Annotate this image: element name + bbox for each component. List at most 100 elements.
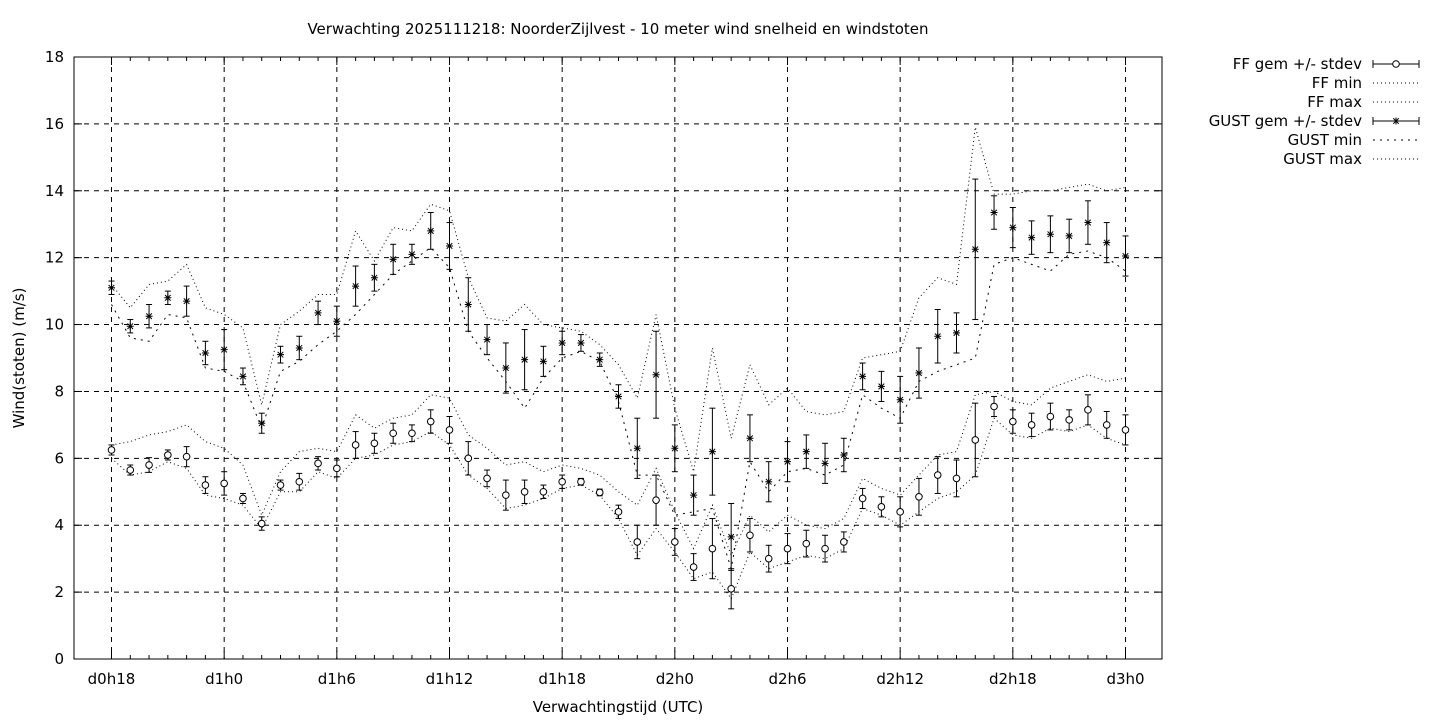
data-point	[464, 454, 473, 463]
plot-frame	[73, 56, 1163, 660]
data-point	[802, 539, 811, 548]
data-point	[145, 461, 153, 469]
data-point	[671, 444, 679, 452]
y-tick-label: 0	[54, 650, 64, 668]
data-point	[108, 284, 115, 292]
data-point	[577, 477, 585, 486]
data-point	[1102, 421, 1111, 429]
data-point	[558, 477, 566, 486]
data-point	[1027, 421, 1036, 429]
data-point	[521, 356, 529, 364]
data-point	[558, 339, 566, 347]
data-point	[276, 481, 285, 489]
legend-entry: FF gem +/- stdev	[1233, 55, 1420, 73]
data-point	[783, 544, 792, 553]
data-point	[239, 372, 247, 380]
data-point	[633, 444, 641, 452]
data-point	[426, 417, 435, 426]
x-tick-label: d1h12	[426, 670, 474, 688]
data-point	[164, 294, 172, 302]
data-point	[896, 508, 904, 516]
data-point	[746, 531, 754, 540]
data-point	[708, 448, 716, 456]
x-tick-label: d2h18	[989, 670, 1037, 688]
legend-label: GUST max	[1283, 150, 1362, 168]
data-point	[727, 533, 735, 541]
data-point	[577, 339, 585, 347]
data-point	[859, 372, 867, 380]
data-point	[1046, 230, 1054, 238]
data-point	[483, 336, 491, 344]
data-point	[389, 429, 397, 438]
data-point	[1009, 417, 1017, 426]
data-point	[427, 227, 435, 235]
data-point	[145, 312, 153, 320]
x-tick-label: d1h6	[318, 670, 356, 688]
data-point	[277, 351, 284, 359]
data-point	[727, 584, 735, 593]
data-point	[652, 371, 660, 379]
data-point	[971, 436, 980, 444]
grid-lines	[74, 57, 1162, 659]
data-point	[1028, 234, 1036, 242]
data-point	[539, 487, 548, 496]
data-point	[858, 494, 867, 503]
chart-title: Verwachting 2025111218: NoorderZijlvest …	[307, 20, 928, 38]
legend-entry: FF max	[1307, 93, 1419, 111]
data-point	[389, 255, 397, 263]
series-line	[111, 417, 1126, 600]
x-tick-label: d1h0	[205, 670, 243, 688]
data-point	[1103, 239, 1111, 247]
x-axis-label: Verwachtingstijd (UTC)	[533, 698, 704, 716]
data-point	[182, 452, 191, 461]
data-point	[408, 250, 416, 258]
x-tick-label: d1h18	[538, 670, 586, 688]
data-point	[652, 496, 660, 504]
y-tick-label: 14	[45, 182, 64, 200]
series-5-line	[111, 127, 1126, 472]
legend-label: FF gem +/- stdev	[1233, 55, 1362, 73]
axis-ticks: 0 2 4 6 8 10 12 14 16 18 d0h18 d1h0 d1h6 d1h12 d1h18 d2…	[45, 48, 1162, 688]
legend-marker	[1392, 60, 1400, 68]
data-point	[915, 492, 923, 501]
data-point	[126, 466, 135, 474]
data-point	[990, 209, 998, 217]
data-point	[840, 451, 848, 459]
y-tick-label: 16	[45, 115, 64, 133]
y-tick-label: 12	[45, 249, 64, 267]
x-tick-label: d3h0	[1106, 670, 1144, 688]
data-point	[464, 300, 472, 308]
data-point	[201, 349, 209, 357]
data-point	[764, 554, 773, 563]
data-point	[183, 297, 191, 305]
y-axis-label: Wind(stoten) (m/s)	[10, 288, 28, 429]
data-point	[201, 481, 210, 489]
data-point	[1046, 412, 1055, 421]
legend-label: GUST gem +/- stdev	[1209, 112, 1362, 130]
data-point	[352, 282, 360, 290]
legend-entry: FF min	[1312, 74, 1419, 92]
data-point	[689, 563, 698, 571]
data-point	[840, 538, 848, 546]
data-point	[520, 487, 529, 496]
data-point	[258, 419, 266, 427]
data-point	[595, 488, 604, 497]
data-point	[877, 503, 886, 511]
data-point	[1009, 224, 1017, 232]
data-point	[990, 402, 998, 411]
series-layer	[107, 127, 1130, 610]
y-tick-label: 8	[54, 382, 64, 400]
series-line	[111, 127, 1126, 472]
data-point	[877, 382, 885, 390]
data-point	[502, 491, 510, 499]
legend-label: GUST min	[1288, 131, 1362, 149]
data-point	[295, 477, 304, 486]
data-point	[915, 369, 923, 377]
x-tick-label: d2h12	[876, 670, 924, 688]
x-tick-label: d2h0	[656, 670, 694, 688]
data-point	[220, 479, 228, 488]
data-point	[708, 544, 717, 553]
data-point	[539, 357, 547, 365]
data-point	[220, 346, 228, 354]
